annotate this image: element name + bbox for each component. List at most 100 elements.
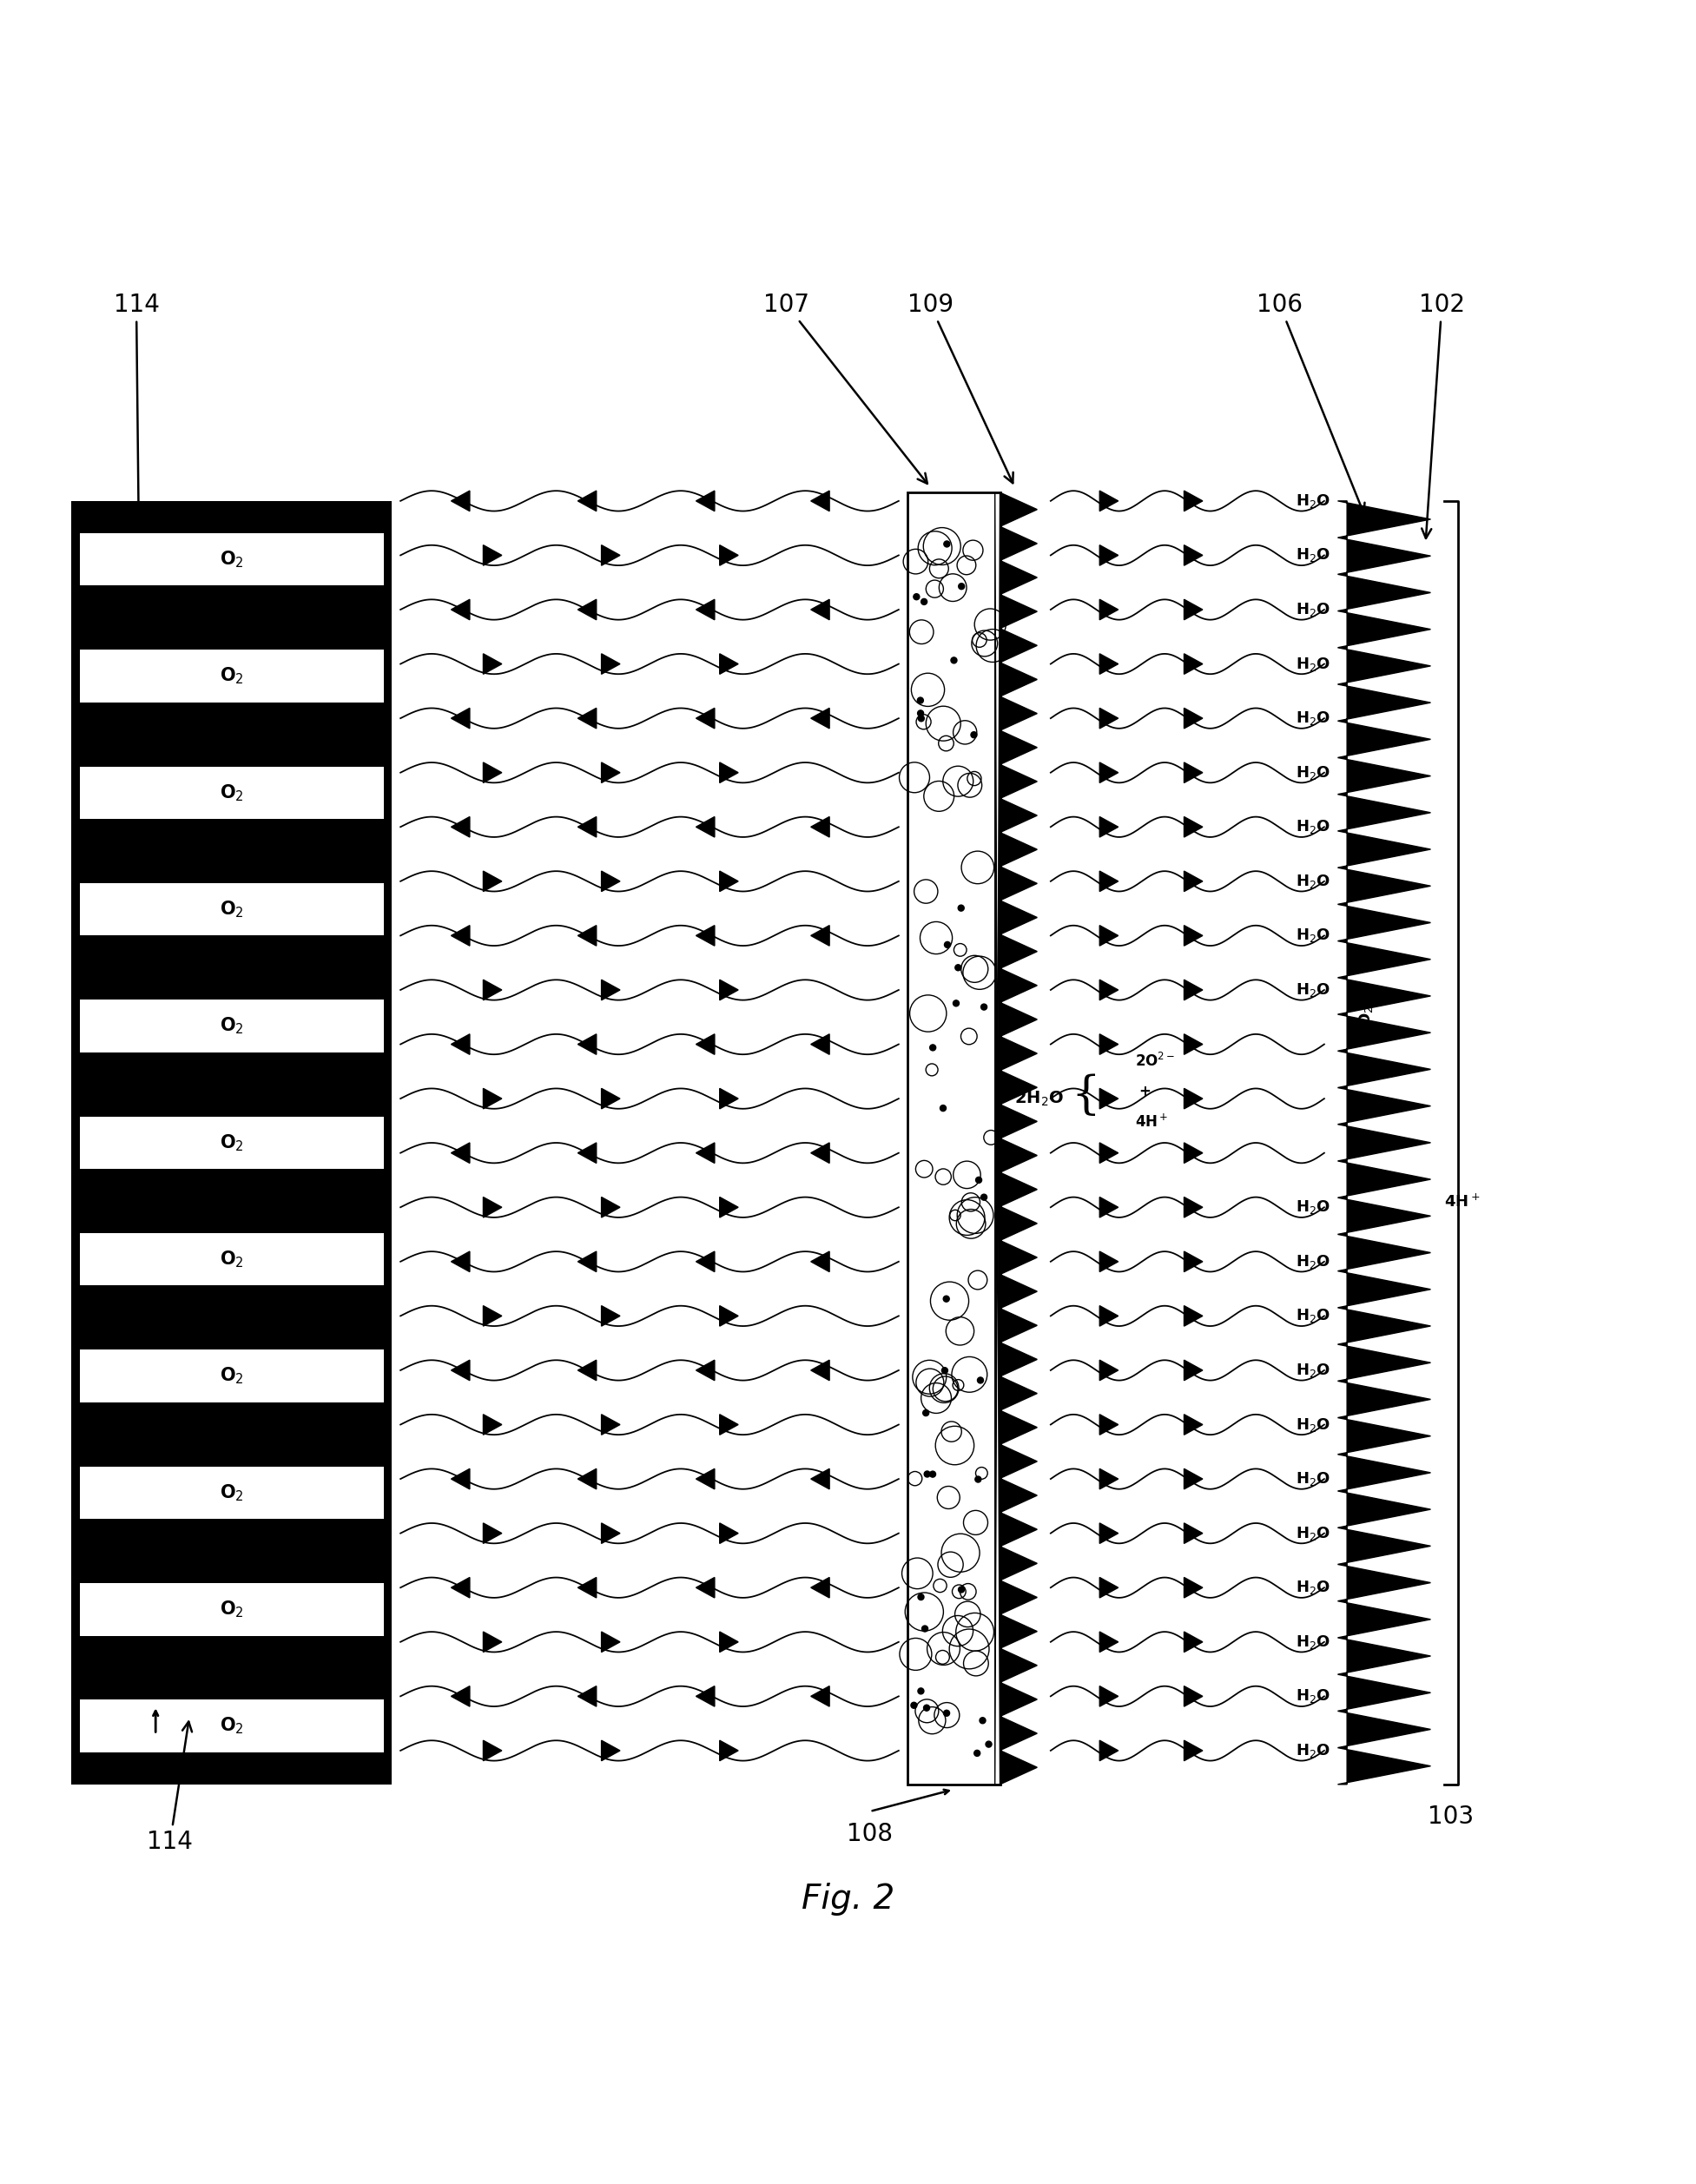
Polygon shape — [578, 1577, 597, 1599]
Text: O$_2$: O$_2$ — [219, 1599, 244, 1621]
Polygon shape — [719, 1306, 738, 1326]
Bar — [80, 1699, 383, 1752]
Polygon shape — [811, 1142, 829, 1164]
Circle shape — [974, 1749, 980, 1756]
Polygon shape — [1184, 1468, 1202, 1489]
Circle shape — [921, 598, 928, 605]
Bar — [80, 767, 383, 819]
Text: H$_2$O: H$_2$O — [1296, 1688, 1330, 1706]
Polygon shape — [1099, 1577, 1118, 1599]
Text: H$_2$O: H$_2$O — [1296, 1579, 1330, 1597]
Polygon shape — [602, 653, 621, 675]
Polygon shape — [695, 1142, 714, 1164]
Polygon shape — [1099, 926, 1118, 946]
Text: H$_2$O: H$_2$O — [1296, 1634, 1330, 1651]
Polygon shape — [1099, 1251, 1118, 1271]
Polygon shape — [1184, 1088, 1202, 1109]
Polygon shape — [1099, 491, 1118, 511]
Polygon shape — [1099, 981, 1118, 1000]
Text: H$_2$O: H$_2$O — [1296, 764, 1330, 782]
Polygon shape — [602, 1741, 621, 1760]
Circle shape — [970, 732, 977, 738]
Circle shape — [975, 1476, 982, 1483]
Bar — [80, 1583, 383, 1636]
Text: O$_2$: O$_2$ — [219, 1483, 244, 1503]
Polygon shape — [1338, 500, 1431, 1784]
Polygon shape — [1099, 1306, 1118, 1326]
Polygon shape — [602, 981, 621, 1000]
Polygon shape — [1099, 1361, 1118, 1380]
Circle shape — [951, 657, 957, 664]
Text: H$_2$O: H$_2$O — [1296, 655, 1330, 673]
Text: 106: 106 — [1257, 293, 1365, 513]
Circle shape — [940, 1105, 946, 1112]
Polygon shape — [811, 491, 829, 511]
Polygon shape — [719, 1631, 738, 1651]
Text: H$_2$O: H$_2$O — [1296, 926, 1330, 943]
Polygon shape — [1184, 1142, 1202, 1164]
Bar — [80, 649, 383, 703]
Polygon shape — [578, 926, 597, 946]
Polygon shape — [719, 653, 738, 675]
Polygon shape — [451, 1361, 470, 1380]
Circle shape — [980, 1005, 987, 1009]
Polygon shape — [719, 1088, 738, 1109]
Polygon shape — [811, 1361, 829, 1380]
Text: H$_2$O: H$_2$O — [1296, 1470, 1330, 1487]
Circle shape — [953, 1000, 960, 1007]
Circle shape — [918, 710, 924, 716]
Text: O$_2$: O$_2$ — [1357, 1005, 1374, 1026]
Text: 4H$^+$: 4H$^+$ — [1135, 1114, 1169, 1131]
Polygon shape — [695, 1468, 714, 1489]
Polygon shape — [451, 817, 470, 836]
Circle shape — [914, 594, 919, 601]
Polygon shape — [719, 871, 738, 891]
Circle shape — [929, 1472, 936, 1476]
Polygon shape — [1184, 1522, 1202, 1544]
Polygon shape — [483, 1522, 502, 1544]
Polygon shape — [602, 1522, 621, 1544]
Polygon shape — [1184, 1033, 1202, 1055]
Text: H$_2$O: H$_2$O — [1296, 1361, 1330, 1378]
Polygon shape — [811, 708, 829, 729]
Polygon shape — [1099, 762, 1118, 782]
Circle shape — [977, 1378, 984, 1382]
Text: Fig. 2: Fig. 2 — [802, 1883, 894, 1915]
Circle shape — [980, 1717, 985, 1723]
Polygon shape — [719, 1741, 738, 1760]
Polygon shape — [719, 981, 738, 1000]
Polygon shape — [1099, 1741, 1118, 1760]
Polygon shape — [483, 871, 502, 891]
Bar — [80, 1350, 383, 1402]
Polygon shape — [1184, 598, 1202, 620]
Polygon shape — [1184, 981, 1202, 1000]
Circle shape — [985, 1741, 992, 1747]
Circle shape — [923, 1411, 929, 1415]
Polygon shape — [1184, 1306, 1202, 1326]
Bar — [80, 882, 383, 935]
Polygon shape — [578, 708, 597, 729]
Text: H$_2$O: H$_2$O — [1296, 1308, 1330, 1326]
Text: 4H$^+$: 4H$^+$ — [1443, 1192, 1481, 1210]
Polygon shape — [578, 1142, 597, 1164]
Polygon shape — [451, 598, 470, 620]
Polygon shape — [1099, 1522, 1118, 1544]
Text: {: { — [1070, 1072, 1101, 1118]
Polygon shape — [602, 871, 621, 891]
Polygon shape — [602, 1088, 621, 1109]
Polygon shape — [1099, 1197, 1118, 1216]
Text: O$_2$: O$_2$ — [219, 1249, 244, 1269]
Polygon shape — [451, 708, 470, 729]
Polygon shape — [483, 1631, 502, 1651]
Circle shape — [958, 904, 963, 911]
Polygon shape — [483, 1741, 502, 1760]
Polygon shape — [695, 708, 714, 729]
Circle shape — [941, 1367, 948, 1374]
Text: O$_2$: O$_2$ — [219, 1717, 244, 1736]
Polygon shape — [1099, 1686, 1118, 1706]
Polygon shape — [719, 1415, 738, 1435]
Polygon shape — [602, 546, 621, 566]
Text: H$_2$O: H$_2$O — [1296, 1743, 1330, 1760]
Circle shape — [918, 716, 924, 721]
Polygon shape — [483, 1306, 502, 1326]
